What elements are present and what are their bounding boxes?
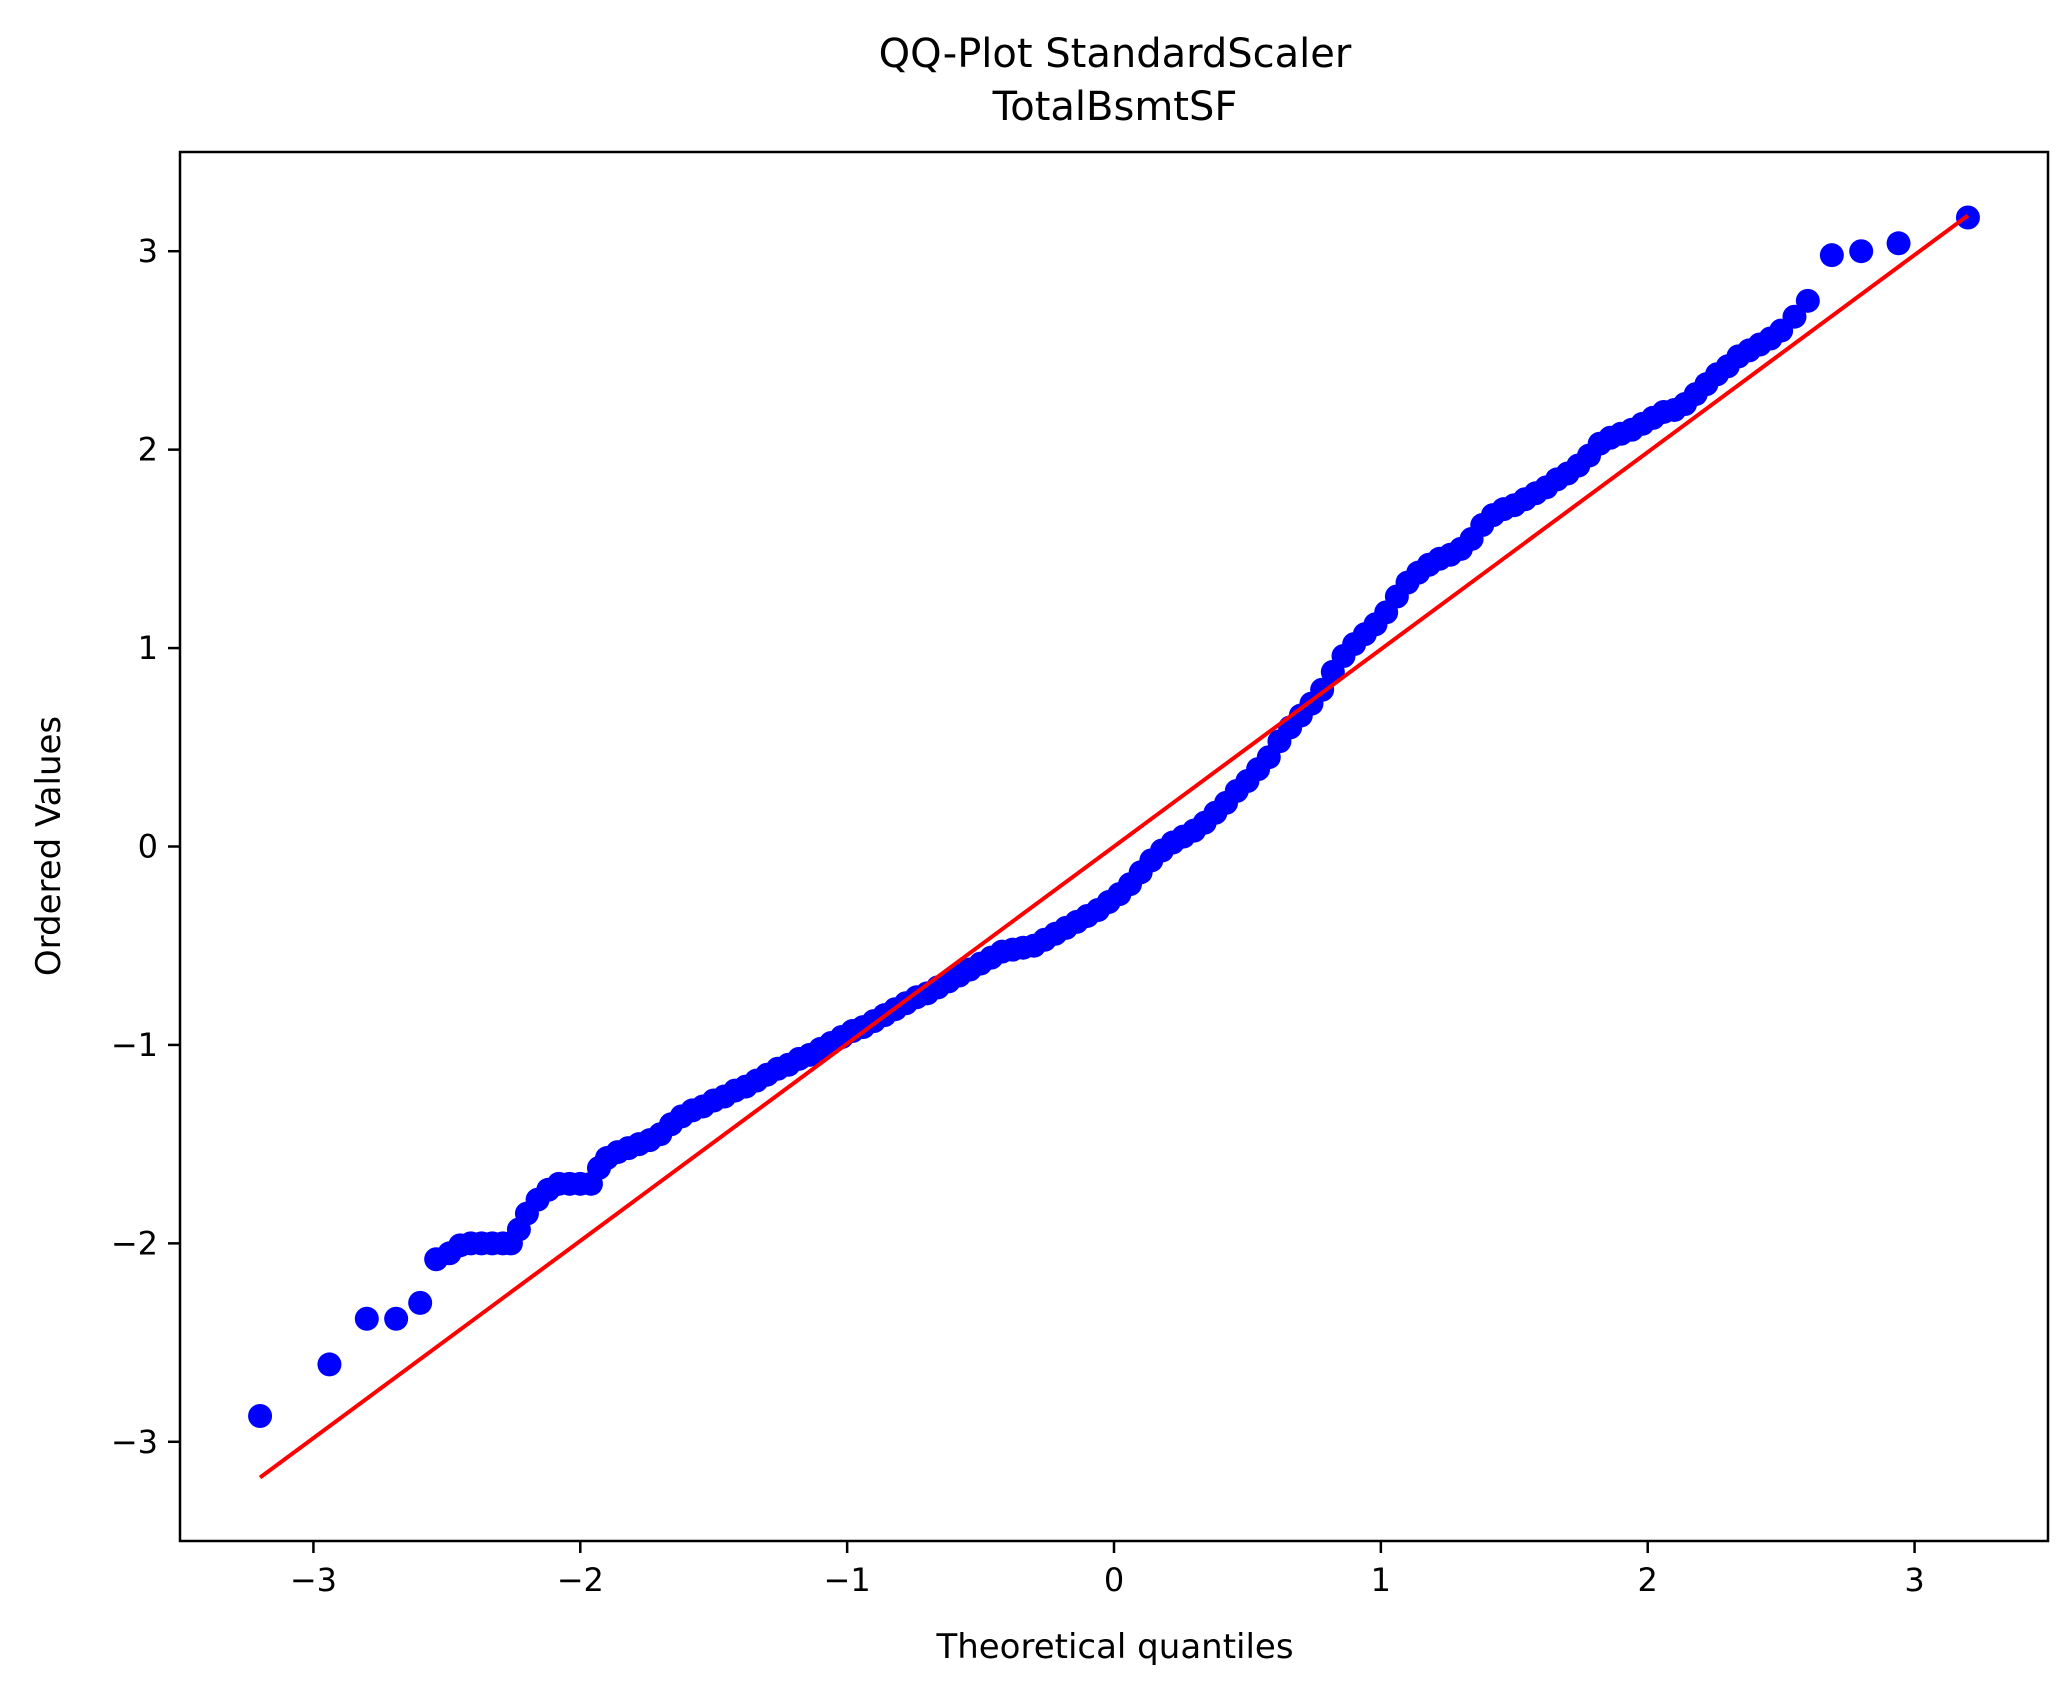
data-marks (248, 205, 1980, 1480)
x-tick-label: 2 (1638, 1561, 1658, 1599)
y-tick-label: −3 (111, 1423, 158, 1461)
data-point (1782, 304, 1807, 329)
y-tick-label: 0 (138, 828, 158, 866)
x-tick-label: 3 (1904, 1561, 1924, 1599)
data-point (1819, 243, 1844, 268)
data-point (317, 1352, 342, 1377)
y-tick-label: 1 (138, 629, 158, 667)
x-tick-label: −3 (290, 1561, 337, 1599)
data-point (248, 1403, 273, 1428)
data-point (384, 1306, 409, 1331)
data-point (1795, 288, 1820, 313)
y-axis-label: Ordered Values (29, 716, 69, 976)
chart-subtitle: TotalBsmtSF (992, 84, 1238, 130)
y-tick-label: −2 (111, 1224, 158, 1262)
x-tick-label: −2 (557, 1561, 604, 1599)
data-point (408, 1290, 433, 1315)
plot-area: −3 −2 −1 0 1 2 3 −3 −2 −1 0 1 2 3 (111, 150, 2050, 1599)
y-tick-label: 2 (138, 431, 158, 469)
chart-title: QQ-Plot StandardScaler (879, 31, 1352, 77)
x-tick-label: 0 (1104, 1561, 1124, 1599)
y-tick-label: 3 (138, 232, 158, 270)
data-point (354, 1306, 379, 1331)
data-point (1849, 239, 1874, 264)
scatter-series (248, 205, 1980, 1428)
x-tick-label: 1 (1371, 1561, 1391, 1599)
fit-line (258, 213, 1970, 1480)
data-point (1886, 231, 1911, 256)
x-tick-label: −1 (824, 1561, 871, 1599)
x-axis-label: Theoretical quantiles (935, 1627, 1293, 1667)
y-tick-label: −1 (111, 1026, 158, 1064)
